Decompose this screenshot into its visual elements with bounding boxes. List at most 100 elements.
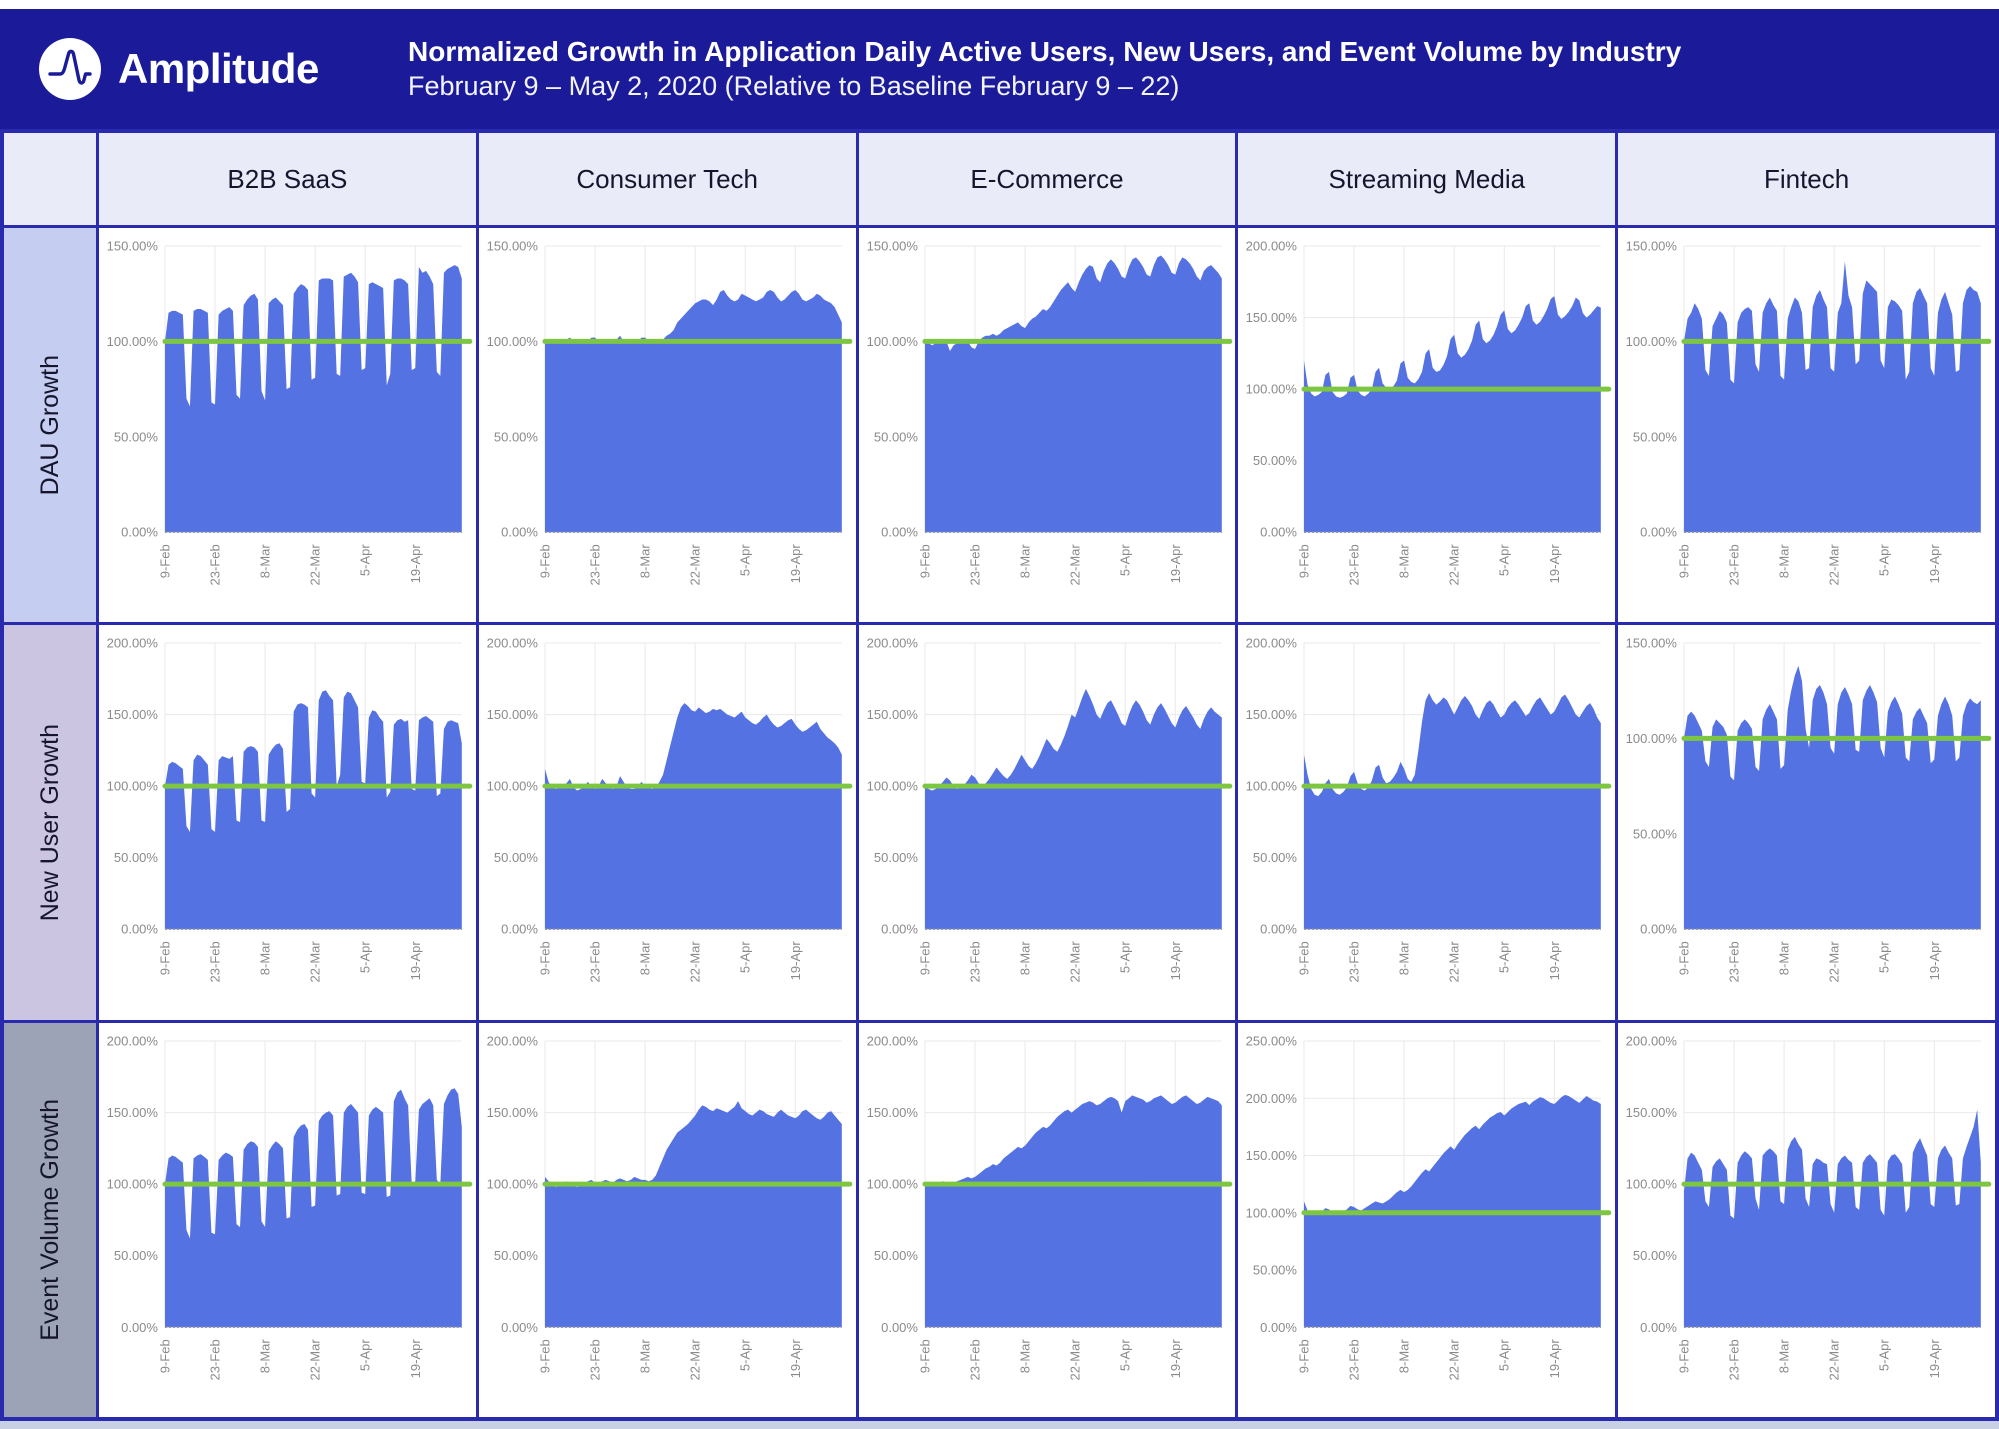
y-axis-tick-label: 50.00% [494,851,539,866]
area-series [164,265,462,533]
y-axis-tick-label: 100.00% [486,334,538,349]
y-axis-tick-label: 0.00% [1261,922,1298,937]
x-axis-tick-label: 22-Mar [1447,1338,1462,1380]
x-axis-tick-label: 9-Feb [537,1339,552,1373]
x-axis-tick-label: 8-Mar [637,544,652,579]
y-axis-tick-label: 50.00% [1633,429,1678,444]
row-header-label: New User Growth [35,723,64,922]
column-header-label: Streaming Media [1328,163,1526,194]
x-axis-tick-label: 8-Mar [1397,941,1412,976]
column-header-label: E-Commerce [970,163,1124,194]
chart-fintech-new-user-growth: 0.00% 50.00% 100.00% 150.00% 9-Feb 23-Feb 8-Ma… [1626,636,1992,983]
chart-cell-consumer-tech-new-user-growth: 0.00% 50.00% 100.00% 150.00% 200.00% 9-Feb 23-… [478,625,856,1020]
y-axis-tick-label: 200.00% [486,1033,538,1048]
x-axis-tick-label: 22-Mar [308,1338,323,1380]
y-axis-tick-label: 150.00% [107,707,159,722]
chart-cell-consumer-tech-event-volume-growth: 0.00% 50.00% 100.00% 150.00% 200.00% 9-Feb 23-… [478,1022,856,1417]
x-axis-tick-label: 5-Apr [1117,544,1132,576]
y-axis-tick-label: 200.00% [866,636,918,651]
y-axis-tick-label: 250.00% [1246,1033,1298,1048]
y-axis-tick-label: 150.00% [1626,239,1678,254]
y-axis-tick-label: 200.00% [866,1033,918,1048]
x-axis-tick-label: 22-Mar [1447,544,1462,586]
y-axis-tick-label: 50.00% [114,429,159,444]
page-title: Normalized Growth in Application Daily A… [408,35,1682,67]
x-axis-tick-label: 8-Mar [258,941,273,976]
chart-cell-e-commerce-dau-growth: 0.00% 50.00% 100.00% 150.00% 9-Feb 23-Feb 8-Ma… [858,228,1236,623]
chart-consumer-tech-dau-growth: 0.00% 50.00% 100.00% 150.00% 9-Feb 23-Feb 8-Ma… [486,239,853,585]
x-axis-tick-label: 19-Apr [1547,941,1562,981]
x-axis-tick-label: 9-Feb [1297,1339,1312,1373]
x-axis-tick-label: 23-Feb [587,942,602,983]
amplitude-logo-icon [39,38,101,100]
y-axis-tick-label: 50.00% [873,429,918,444]
area-series [544,703,842,930]
row-header-label: Event Volume Growth [35,1098,64,1341]
chart-fintech-dau-growth: 0.00% 50.00% 100.00% 150.00% 9-Feb 23-Feb 8-Ma… [1626,239,1992,586]
chart-consumer-tech-new-user-growth: 0.00% 50.00% 100.00% 150.00% 200.00% 9-Feb 23-… [486,636,853,983]
x-axis-tick-label: 22-Mar [1827,1338,1842,1380]
top-spacer [0,0,1999,9]
x-axis-tick-label: 8-Mar [258,544,273,579]
column-header-b2b-saas: B2B SaaS [99,133,476,225]
chart-cell-e-commerce-new-user-growth: 0.00% 50.00% 100.00% 150.00% 200.00% 9-Feb 23-… [858,625,1236,1020]
y-axis-tick-label: 100.00% [1626,334,1678,349]
area-series [924,689,1222,930]
column-header-fintech: Fintech [1618,133,1995,225]
x-axis-tick-label: 22-Mar [1067,941,1082,983]
brand-block: Amplitude [38,37,368,101]
x-axis-tick-label: 9-Feb [917,942,932,976]
column-header-consumer-tech: Consumer Tech [478,133,856,225]
corner-cell [4,133,96,225]
chart-cell-b2b-saas-dau-growth: 0.00% 50.00% 100.00% 150.00% 9-Feb 23-Feb 8-Ma… [99,228,476,623]
x-axis-tick-label: 8-Mar [637,941,652,976]
x-axis-tick-label: 19-Apr [1547,544,1562,584]
x-axis-tick-label: 22-Mar [687,941,702,983]
y-axis-tick-label: 150.00% [486,707,538,722]
y-axis-tick-label: 0.00% [501,922,538,937]
x-axis-tick-label: 9-Feb [1297,942,1312,976]
chart-streaming-media-event-volume-growth: 0.00% 50.00% 100.00% 150.00% 200.00% 250.00% 9… [1246,1033,1612,1380]
x-axis-tick-label: 22-Mar [1827,544,1842,586]
title-block: Normalized Growth in Application Daily A… [408,34,1681,104]
chart-e-commerce-dau-growth: 0.00% 50.00% 100.00% 150.00% 9-Feb 23-Feb 8-Ma… [866,239,1232,585]
x-axis-tick-label: 19-Apr [1927,544,1942,584]
x-axis-tick-label: 23-Feb [208,942,223,983]
area-series [1684,1109,1981,1327]
area-series [1684,666,1981,930]
y-axis-tick-label: 50.00% [1253,453,1298,468]
chart-b2b-saas-event-volume-growth: 0.00% 50.00% 100.00% 150.00% 200.00% 9-Feb 23-… [107,1033,473,1380]
y-axis-tick-label: 150.00% [486,1105,538,1120]
x-axis-tick-label: 19-Apr [408,941,423,981]
row-header-new-user-growth: New User Growth [4,625,96,1020]
y-axis-tick-label: 100.00% [1246,1205,1298,1220]
chart-cell-streaming-media-dau-growth: 0.00% 50.00% 100.00% 150.00% 200.00% 9-Feb 23-… [1238,228,1616,623]
chart-e-commerce-event-volume-growth: 0.00% 50.00% 100.00% 150.00% 200.00% 9-Feb 23-… [866,1033,1232,1380]
x-axis-tick-label: 22-Mar [308,544,323,586]
x-axis-tick-label: 23-Feb [1727,1339,1742,1380]
x-axis-tick-label: 23-Feb [1727,942,1742,983]
y-axis-tick-label: 50.00% [1253,1262,1298,1277]
x-axis-tick-label: 23-Feb [587,1339,602,1380]
x-axis-tick-label: 9-Feb [1677,544,1692,578]
area-series [1304,693,1602,930]
x-axis-tick-label: 5-Apr [1877,1338,1892,1370]
x-axis-tick-label: 9-Feb [157,1339,172,1373]
x-axis-tick-label: 8-Mar [1017,544,1032,579]
y-axis-tick-label: 50.00% [1253,851,1298,866]
x-axis-tick-label: 19-Apr [788,544,803,584]
x-axis-tick-label: 9-Feb [537,544,552,578]
x-axis-tick-label: 23-Feb [1347,942,1362,983]
chart-grid: B2B SaaS Consumer Tech E-Commerce Streaming… [0,129,1999,1421]
y-axis-tick-label: 0.00% [881,525,918,540]
chart-consumer-tech-event-volume-growth: 0.00% 50.00% 100.00% 150.00% 200.00% 9-Feb 23-… [486,1033,853,1380]
brand-wordmark: Amplitude [118,45,319,92]
y-axis-tick-label: 150.00% [866,1105,918,1120]
chart-b2b-saas-new-user-growth: 0.00% 50.00% 100.00% 150.00% 200.00% 9-Feb 23-… [107,636,473,983]
area-series [164,690,462,930]
chart-streaming-media-new-user-growth: 0.00% 50.00% 100.00% 150.00% 200.00% 9-Feb 23-… [1246,636,1612,983]
y-axis-tick-label: 200.00% [1246,636,1298,651]
x-axis-tick-label: 23-Feb [967,942,982,983]
chart-fintech-event-volume-growth: 0.00% 50.00% 100.00% 150.00% 200.00% 9-Feb 23-… [1626,1033,1992,1380]
